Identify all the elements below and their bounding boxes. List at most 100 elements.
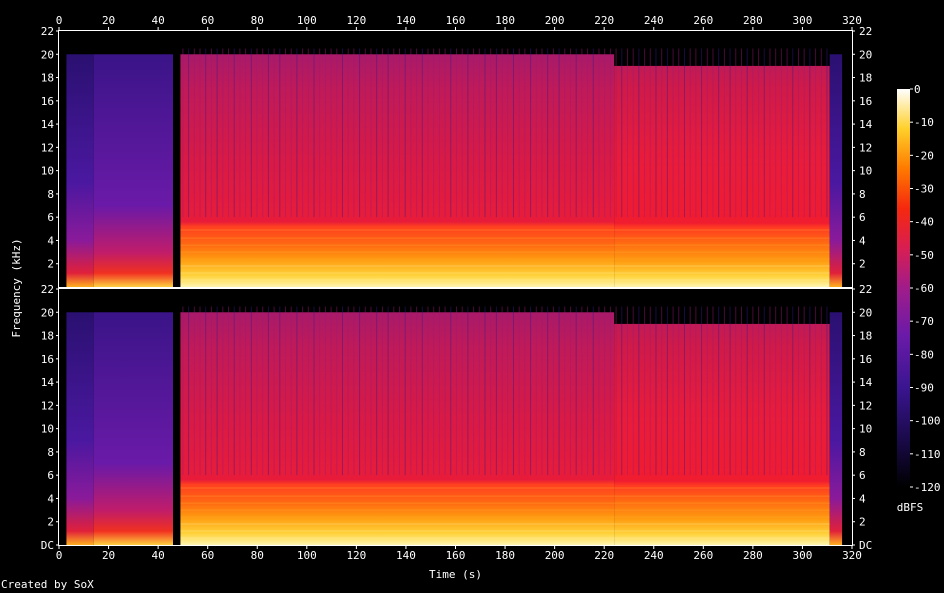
y-tick-label: 2 bbox=[47, 258, 54, 271]
y-tick-label: 22 bbox=[41, 25, 54, 38]
y-tick-label: 12 bbox=[859, 141, 872, 154]
spectrogram-segment bbox=[614, 323, 830, 545]
y-tick-label: 8 bbox=[47, 188, 54, 201]
y-tick-label: 6 bbox=[47, 211, 54, 224]
y-tick-label: 8 bbox=[859, 446, 866, 459]
colorbar-gradient bbox=[897, 89, 910, 487]
spectrogram-segment bbox=[93, 312, 173, 545]
y-tick-label: 4 bbox=[859, 234, 866, 247]
x-tick-label: 300 bbox=[793, 14, 813, 27]
x-tick-label: 300 bbox=[793, 549, 813, 562]
y-tick-label: 20 bbox=[859, 48, 872, 61]
y-tick-label: 18 bbox=[41, 330, 54, 343]
x-tick-label: 280 bbox=[743, 549, 763, 562]
striations bbox=[182, 306, 828, 476]
plot-area bbox=[59, 31, 852, 545]
x-tick-label: 260 bbox=[693, 549, 713, 562]
y-tick-label: 4 bbox=[859, 492, 866, 505]
colorbar-tick-label: 0 bbox=[914, 83, 921, 96]
x-tick-label: 280 bbox=[743, 14, 763, 27]
x-tick-label: 120 bbox=[346, 549, 366, 562]
y-tick-label: 20 bbox=[859, 306, 872, 319]
harmonic-lines bbox=[180, 487, 830, 539]
x-tick-label: 140 bbox=[396, 549, 416, 562]
x-tick-label: 220 bbox=[594, 549, 614, 562]
striations bbox=[182, 48, 828, 218]
y-tick-label: 4 bbox=[47, 234, 54, 247]
x-tick-label: 20 bbox=[102, 14, 115, 27]
y-tick-label: 16 bbox=[859, 95, 872, 108]
colorbar-tick-label: -70 bbox=[914, 315, 934, 328]
y-tick-label: 18 bbox=[859, 330, 872, 343]
y-tick-label: 2 bbox=[47, 516, 54, 529]
y-tick-label: 12 bbox=[41, 141, 54, 154]
y-tick-label: 16 bbox=[41, 95, 54, 108]
y-tick-label: 2 bbox=[859, 258, 866, 271]
y-tick-label: 4 bbox=[47, 492, 54, 505]
x-tick-label: 100 bbox=[297, 549, 317, 562]
x-tick-label: 0 bbox=[56, 549, 63, 562]
colorbar-tick-label: -40 bbox=[914, 216, 934, 229]
y-tick-label: 8 bbox=[859, 188, 866, 201]
colorbar-tick-label: -60 bbox=[914, 282, 934, 295]
y-tick-label: 22 bbox=[859, 283, 872, 296]
spectrogram-segment bbox=[180, 54, 615, 287]
y-tick-label: 2 bbox=[859, 516, 866, 529]
y-tick-label: 8 bbox=[47, 446, 54, 459]
colorbar-tick-label: -100 bbox=[914, 415, 941, 428]
x-tick-label: 60 bbox=[201, 549, 214, 562]
spectrogram-segment bbox=[66, 54, 94, 287]
y-tick-label: 12 bbox=[41, 399, 54, 412]
colorbar: 0 -10 -20 -30 -40 -50 -60 -70 -80 -90 -100 -110 -120… bbox=[897, 83, 941, 514]
x-tick-label: 160 bbox=[446, 549, 466, 562]
y-tick-label: 14 bbox=[41, 376, 55, 389]
colorbar-tick-label: -110 bbox=[914, 448, 941, 461]
y-tick-label: 12 bbox=[859, 399, 872, 412]
colorbar-tick-label: -50 bbox=[914, 249, 934, 262]
x-tick-label: 80 bbox=[251, 14, 264, 27]
x-tick-label: 160 bbox=[446, 14, 466, 27]
x-tick-label: 200 bbox=[545, 549, 565, 562]
spectrogram-segment bbox=[829, 54, 843, 287]
y-tick-label: 6 bbox=[859, 469, 866, 482]
colorbar-tick-label: -80 bbox=[914, 348, 934, 361]
y-tick-label: 18 bbox=[41, 72, 54, 85]
y-tick-label: 6 bbox=[859, 211, 866, 224]
x-tick-label: 0 bbox=[56, 14, 63, 27]
x-tick-label: 140 bbox=[396, 14, 416, 27]
y-tick-label: 22 bbox=[859, 25, 872, 38]
spectrogram-segment bbox=[66, 312, 94, 545]
x-tick-label: 220 bbox=[594, 14, 614, 27]
x-tick-label: 200 bbox=[545, 14, 565, 27]
spectrogram-segment bbox=[614, 65, 830, 287]
y-tick-label: 16 bbox=[859, 353, 872, 366]
y-axis-label: Frequency (kHz) bbox=[10, 238, 23, 337]
x-axis-label: Time (s) bbox=[429, 568, 482, 581]
colorbar-tick-label: -90 bbox=[914, 382, 934, 395]
x-tick-label: 120 bbox=[346, 14, 366, 27]
x-tick-label: 40 bbox=[152, 14, 165, 27]
credit-text: Created by SoX bbox=[1, 578, 94, 591]
x-tick-label: 40 bbox=[152, 549, 165, 562]
y-tick-label: 20 bbox=[41, 48, 54, 61]
spectrogram-segment bbox=[829, 312, 843, 545]
y-tick-label: 16 bbox=[41, 353, 54, 366]
x-tick-label: 20 bbox=[102, 549, 115, 562]
x-tick-label: 100 bbox=[297, 14, 317, 27]
x-tick-label: 180 bbox=[495, 549, 515, 562]
x-tick-label: 60 bbox=[201, 14, 214, 27]
y-tick-label: 10 bbox=[41, 165, 54, 178]
colorbar-tick-label: -20 bbox=[914, 149, 934, 162]
x-tick-label: 240 bbox=[644, 549, 664, 562]
y-tick-label: 10 bbox=[41, 423, 54, 436]
colorbar-tick-label: -10 bbox=[914, 116, 934, 129]
x-tick-label: 320 bbox=[842, 549, 862, 562]
y-tick-label: 10 bbox=[859, 423, 872, 436]
y-tick-label: DC bbox=[41, 539, 54, 552]
x-tick-label: 320 bbox=[842, 14, 862, 27]
y-tick-label: 10 bbox=[859, 165, 872, 178]
y-tick-label: 18 bbox=[859, 72, 872, 85]
x-tick-label: 240 bbox=[644, 14, 664, 27]
